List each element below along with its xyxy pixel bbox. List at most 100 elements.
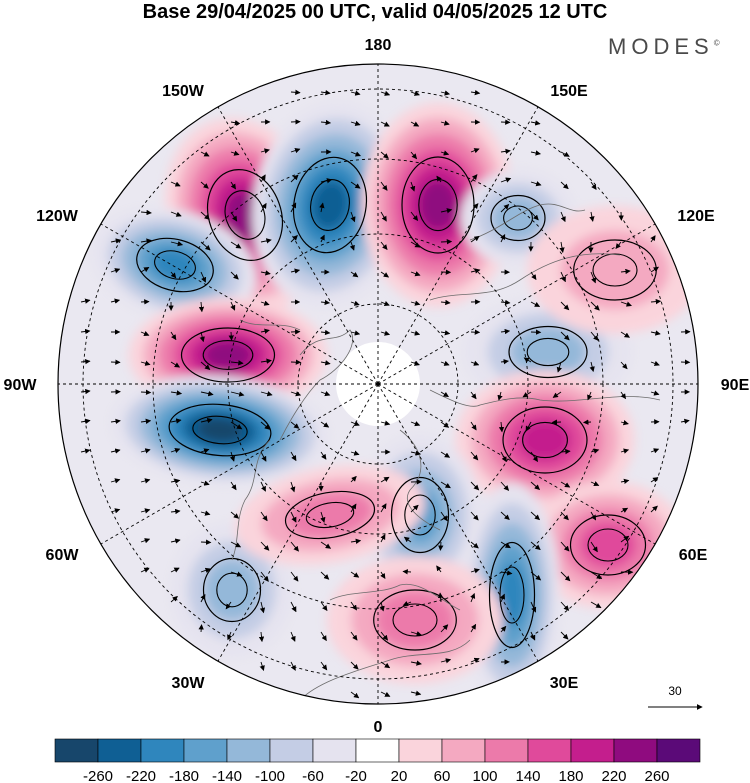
wind-arrow — [410, 631, 422, 637]
wind-arrow — [470, 568, 480, 574]
map-border — [57, 63, 699, 705]
wind-arrow — [320, 511, 326, 523]
wind-arrow — [410, 360, 420, 366]
lon-label-30e: 30E — [550, 675, 579, 692]
colorbar-swatch — [441, 738, 486, 763]
wind-arrow — [530, 451, 538, 463]
yakutia-low-contour — [508, 325, 588, 379]
wind-arrow — [320, 360, 331, 366]
meridian-line — [377, 223, 656, 385]
wind-arrow — [230, 571, 243, 577]
wind-arrow — [200, 361, 211, 370]
wind-arrow — [410, 90, 420, 96]
north-africa-high-anomaly — [327, 556, 503, 684]
wind-arrow — [437, 592, 444, 603]
wind-arrow — [290, 202, 297, 213]
wind-arrow — [380, 330, 391, 336]
wind-arrow — [349, 241, 355, 251]
wind-arrow — [260, 148, 270, 154]
wind-arrow — [380, 476, 390, 483]
wind-arrow — [200, 539, 212, 545]
wind-arrow — [440, 360, 450, 366]
urals-high-contour — [502, 406, 588, 474]
north-atlantic-high-anomaly — [235, 464, 425, 566]
wind-arrow — [320, 601, 328, 612]
wind-arrow — [620, 331, 630, 338]
wind-arrow — [560, 601, 570, 611]
wind-arrow — [350, 475, 357, 483]
wind-arrow — [500, 233, 506, 243]
wind-arrow — [410, 450, 422, 456]
wind-arrow — [320, 391, 331, 397]
wind-arrow — [470, 481, 480, 491]
wind-arrow — [620, 420, 629, 426]
wind-arrow — [170, 567, 180, 573]
wind-arrow — [259, 601, 266, 614]
scandinavia-low-contour — [390, 476, 450, 554]
wind-reference-label: 30 — [668, 684, 682, 698]
wind-arrow — [320, 661, 328, 671]
lon-label-90e: 90E — [721, 377, 750, 394]
wind-arrow — [200, 271, 207, 283]
wind-arrow — [470, 89, 481, 96]
colorbar: -260 -220 -180 -140 -100 -60 -20 20 60 100 140 180 2… — [54, 738, 701, 783]
wind-arrow — [140, 448, 151, 454]
wind-arrow — [470, 360, 480, 366]
wind-arrow — [200, 211, 210, 220]
wind-arrow — [590, 601, 602, 609]
wind-arrow — [410, 121, 420, 127]
wind-arrow — [200, 181, 209, 189]
wind-arrow — [170, 508, 181, 515]
east-siberia-high-anomaly — [361, 102, 515, 308]
atlantic-low-contour — [202, 557, 262, 623]
wind-arrow — [530, 481, 541, 490]
wind-arrow — [170, 331, 177, 341]
wind-arrow — [500, 570, 513, 576]
wind-arrow — [560, 511, 569, 521]
wind-arrow — [230, 241, 242, 249]
meridian-line — [377, 383, 539, 662]
wind-arrow — [500, 148, 511, 155]
wind-arrow — [440, 299, 451, 306]
wind-arrow — [170, 595, 178, 603]
wind-arrow — [560, 448, 571, 455]
wind-arrow — [530, 120, 541, 126]
wind-arrow — [500, 299, 511, 306]
wind-arrow — [350, 450, 360, 456]
wind-arrow — [350, 421, 360, 427]
wind-arrow — [260, 202, 267, 213]
europe-low-contour — [488, 541, 536, 649]
wind-arrow — [380, 631, 389, 641]
wind-arrow — [290, 481, 296, 493]
wind-arrow — [290, 148, 301, 154]
colorbar-tick-label: 140 — [515, 768, 540, 783]
wind-arrow — [110, 478, 121, 484]
wind-arrow — [260, 174, 266, 183]
colorbar-tick-label: 60 — [434, 768, 451, 783]
wind-arrow — [590, 301, 600, 311]
colorbar-swatch — [183, 738, 228, 763]
wind-arrow — [320, 421, 330, 428]
wind-arrow — [380, 181, 388, 191]
colorbar-tick-label: -100 — [255, 768, 285, 783]
wind-arrow — [260, 421, 271, 430]
wind-arrow — [320, 299, 331, 306]
wind-arrow — [140, 478, 151, 484]
wind-arrow — [650, 360, 660, 366]
wind-arrow — [140, 389, 152, 396]
wind-arrow — [170, 418, 182, 424]
wind-arrow — [140, 508, 151, 514]
lon-label-120e: 120E — [677, 208, 715, 225]
wind-arrow — [552, 391, 562, 398]
wind-arrow — [590, 571, 603, 579]
wind-arrow — [290, 661, 296, 671]
wind-arrow — [110, 298, 121, 304]
wind-arrow — [228, 331, 234, 341]
lon-label-0: 0 — [374, 719, 383, 736]
wind-arrow — [350, 120, 361, 126]
wind-arrow — [200, 390, 214, 397]
wind-arrow — [410, 241, 421, 248]
wind-arrow — [320, 119, 332, 126]
wind-arrow — [200, 567, 211, 573]
